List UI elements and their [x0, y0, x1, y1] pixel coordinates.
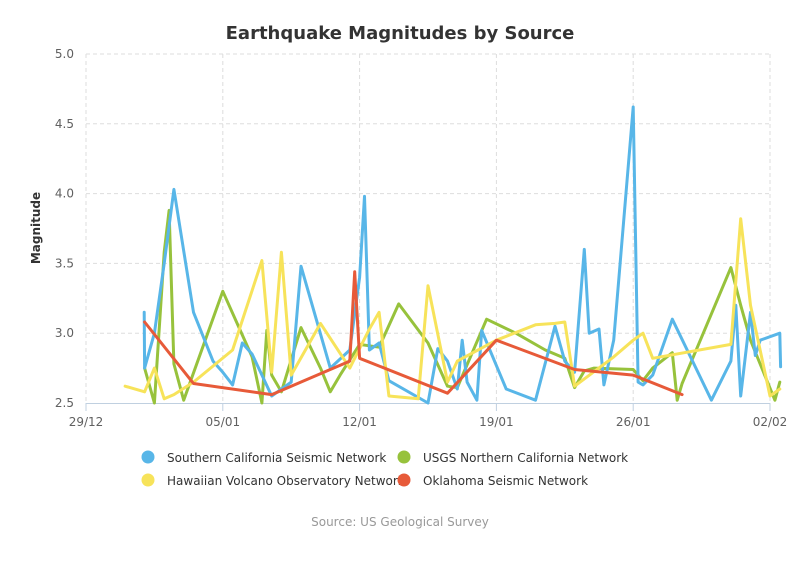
series-line-4	[143, 270, 684, 397]
legend-item[interactable]: Southern California Seismic Network	[141, 450, 387, 466]
y-axis-label: Magnitude	[29, 192, 43, 264]
x-tick-labels: 29/12 05/01 12/01 19/01 26/01 02/02	[69, 415, 788, 429]
legend-item[interactable]: USGS Northern California Network	[397, 450, 629, 466]
x-tick-label: 29/12	[69, 415, 104, 429]
y-gridlines	[86, 53, 770, 334]
legend-label: Hawaiian Volcano Observatory Network	[167, 474, 405, 488]
chart-title: Earthquake Magnitudes by Source	[226, 23, 575, 44]
legend-marker	[397, 473, 411, 487]
y-tick-label: 5.0	[55, 47, 74, 61]
series-line-3	[143, 208, 782, 405]
legend-item[interactable]: Hawaiian Volcano Observatory Network	[141, 473, 405, 489]
x-tick-label: 12/01	[342, 415, 377, 429]
legend-marker	[397, 450, 411, 464]
legend-label: Southern California Seismic Network	[167, 451, 386, 465]
legend-label: USGS Northern California Network	[423, 451, 628, 465]
x-tick-label: 26/01	[616, 415, 651, 429]
y-tick-label: 4.0	[55, 187, 74, 201]
y-tick-labels: 2.5 3.0 3.5 4.0 4.5 5.0	[55, 47, 74, 410]
x-tick-label: 02/02	[753, 415, 788, 429]
x-tick-label: 05/01	[206, 415, 241, 429]
x-tick-label: 19/01	[479, 415, 514, 429]
y-tick-label: 3.0	[55, 326, 74, 340]
source-credit: Source: US Geological Survey	[311, 515, 489, 529]
series-lines	[123, 105, 783, 405]
legend-marker	[141, 473, 155, 487]
y-tick-label: 4.5	[55, 117, 74, 131]
legend-label: Oklahoma Seismic Network	[423, 474, 588, 488]
y-tick-label: 2.5	[55, 396, 74, 410]
legend: Southern California Seismic Network Hawai…	[141, 450, 629, 489]
legend-marker	[141, 450, 155, 464]
legend-item[interactable]: Oklahoma Seismic Network	[397, 473, 589, 489]
y-tick-label: 3.5	[55, 256, 74, 270]
series-line-2	[123, 217, 782, 401]
series-line-1	[142, 105, 783, 405]
